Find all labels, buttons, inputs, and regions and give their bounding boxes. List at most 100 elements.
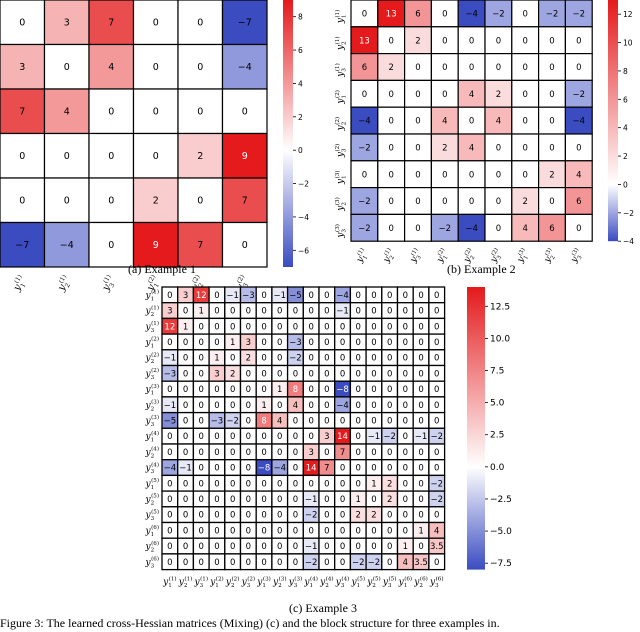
cell-value-label: −2 <box>383 432 396 442</box>
cell-value-label: 0 <box>246 448 251 458</box>
cell-value-label: 0 <box>308 385 313 395</box>
cell-value-label: 0 <box>388 90 393 100</box>
heatmap-cell <box>404 0 433 28</box>
cell-value-label: 0 <box>356 479 361 489</box>
cell-value-label: 0 <box>387 464 392 474</box>
cell-value-label: 0 <box>387 401 392 411</box>
heatmap-cell <box>221 88 268 135</box>
row-tick-label: y1(3) <box>144 383 159 397</box>
cell-value-label: 0 <box>199 385 204 395</box>
cell-value-label: 6 <box>549 224 554 234</box>
cell-value-label: 1 <box>183 322 188 332</box>
cell-value-label: −4 <box>573 117 586 127</box>
cell-value-label: 9 <box>242 151 248 162</box>
cell-value-label: 0 <box>214 385 219 395</box>
heatmap-cell <box>404 52 433 81</box>
heatmap-cell <box>177 88 224 135</box>
cell-value-label: 0 <box>415 63 420 73</box>
cell-value-label: 0 <box>371 526 376 536</box>
cell-value-label: 0 <box>277 369 282 379</box>
cell-value-label: 7 <box>242 196 248 207</box>
cell-value-label: 2 <box>387 495 392 505</box>
cell-value-label: −2 <box>430 479 443 489</box>
cell-value-label: 0 <box>324 511 329 521</box>
cell-value-label: 0 <box>324 401 329 411</box>
cell-value-label: 0 <box>167 495 172 505</box>
cell-value-label: 7 <box>108 18 114 29</box>
cell-value-label: 0 <box>261 526 266 536</box>
cell-value-label: 0 <box>199 369 204 379</box>
cell-value-label: 0 <box>418 448 423 458</box>
colorbar-tick-label: −4 <box>623 237 634 246</box>
cell-value-label: 0 <box>261 354 266 364</box>
cell-value-label: 0 <box>387 307 392 317</box>
cell-value-label: 0 <box>308 291 313 301</box>
cell-value-label: 2 <box>230 369 235 379</box>
column-tick-label: y3(5) <box>382 575 397 589</box>
heatmap-cell <box>132 43 179 90</box>
cell-value-label: 0 <box>167 558 172 568</box>
cell-value-label: 0 <box>387 291 392 301</box>
heatmap-cell <box>0 88 46 135</box>
cell-value-label: −7 <box>15 240 29 251</box>
column-tick-label: y3(1) <box>193 575 208 589</box>
cell-value-label: 0 <box>199 495 204 505</box>
cell-value-label: −3 <box>242 291 255 301</box>
cell-value-label: 0 <box>434 558 439 568</box>
cell-value-label: 3 <box>183 291 188 301</box>
cell-value-label: 1 <box>214 354 219 364</box>
column-tick-label: y2(6) <box>413 575 428 589</box>
cell-value-label: 0 <box>183 401 188 411</box>
cell-value-label: 0 <box>308 401 313 411</box>
cell-value-label: −2 <box>289 354 302 364</box>
cell-value-label: 0 <box>522 170 527 180</box>
cell-value-label: 0 <box>230 511 235 521</box>
cell-value-label: 0 <box>418 479 423 489</box>
cell-value-label: −8 <box>258 464 271 474</box>
heatmap-cell <box>564 213 593 242</box>
cell-value-label: 0 <box>418 495 423 505</box>
cell-value-label: 0 <box>199 511 204 521</box>
cell-value-label: 0 <box>324 354 329 364</box>
cell-value-label: 0 <box>293 542 298 552</box>
heatmap-cell <box>177 0 224 46</box>
cell-value-label: 0 <box>356 417 361 427</box>
cell-value-label: 0 <box>387 448 392 458</box>
cell-value-label: 0 <box>230 354 235 364</box>
cell-value-label: 0 <box>293 432 298 442</box>
cell-value-label: 0 <box>403 338 408 348</box>
cell-value-label: 0 <box>356 401 361 411</box>
cell-value-label: 0 <box>442 197 447 207</box>
cell-value-label: 0 <box>167 448 172 458</box>
cell-value-label: 0 <box>340 464 345 474</box>
cell-value-label: 0 <box>324 479 329 489</box>
colorbar-tick-label: 5.0 <box>490 399 505 409</box>
cell-value-label: 0 <box>308 526 313 536</box>
cell-value-label: 0 <box>214 542 219 552</box>
cell-value-label: 0 <box>324 495 329 505</box>
cell-value-label: 0 <box>308 338 313 348</box>
column-tick-label: y1(6) <box>398 575 413 589</box>
cell-value-label: 0 <box>387 369 392 379</box>
heatmap-cell <box>537 52 566 81</box>
cell-value-label: 1 <box>199 307 204 317</box>
cell-value-label: 0 <box>496 143 501 153</box>
cell-value-label: 0 <box>356 432 361 442</box>
cell-value-label: 0 <box>356 338 361 348</box>
cell-value-label: 4 <box>442 117 447 127</box>
cell-value-label: 0 <box>324 369 329 379</box>
cell-value-label: 0 <box>183 542 188 552</box>
heatmap-cell <box>177 221 224 268</box>
cell-value-label: 2 <box>442 143 447 153</box>
colorbar-tick-label: −6 <box>298 246 309 255</box>
heatmap-cell <box>484 52 513 81</box>
cell-value-label: 0 <box>549 63 554 73</box>
cell-value-label: 0 <box>415 170 420 180</box>
cell-value-label: 0 <box>183 526 188 536</box>
cell-value-label: 0 <box>214 432 219 442</box>
heatmap-cell <box>88 177 135 224</box>
cell-value-label: 0 <box>277 542 282 552</box>
heatmap-cell <box>430 160 459 189</box>
heatmap-cell <box>404 26 433 55</box>
heatmap-cell <box>430 133 459 162</box>
